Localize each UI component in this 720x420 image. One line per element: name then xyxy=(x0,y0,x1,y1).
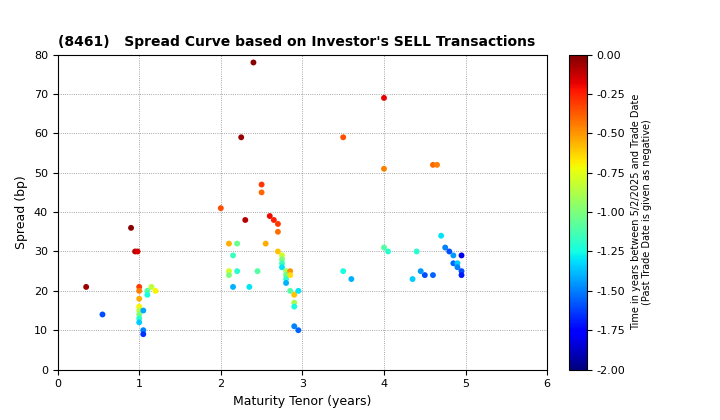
Point xyxy=(223,240,235,247)
Point xyxy=(81,284,92,290)
Point xyxy=(436,232,447,239)
Point xyxy=(382,248,394,255)
Point xyxy=(448,252,459,259)
Point xyxy=(133,315,145,322)
Point xyxy=(284,272,296,278)
Point xyxy=(289,291,300,298)
Point xyxy=(133,287,145,294)
Point xyxy=(276,256,288,263)
Point xyxy=(338,134,349,141)
Point xyxy=(142,291,153,298)
Point xyxy=(378,244,390,251)
Point xyxy=(444,248,455,255)
Point xyxy=(456,252,467,259)
Point xyxy=(427,161,438,168)
Point xyxy=(133,295,145,302)
Point xyxy=(407,276,418,282)
Point xyxy=(256,181,267,188)
Y-axis label: Time in years between 5/2/2025 and Trade Date
(Past Trade Date is given as negat: Time in years between 5/2/2025 and Trade… xyxy=(631,94,652,330)
Point xyxy=(133,319,145,326)
Point xyxy=(289,299,300,306)
Point xyxy=(284,287,296,294)
Point xyxy=(142,287,153,294)
Point xyxy=(272,228,284,235)
Point xyxy=(276,264,288,270)
Point xyxy=(280,272,292,278)
Point xyxy=(292,327,304,333)
Point xyxy=(138,327,149,333)
Point xyxy=(130,248,141,255)
Point xyxy=(427,272,438,278)
Point xyxy=(256,189,267,196)
Point xyxy=(145,284,157,290)
Point xyxy=(276,260,288,267)
Point xyxy=(264,213,276,219)
X-axis label: Maturity Tenor (years): Maturity Tenor (years) xyxy=(233,395,372,408)
Point xyxy=(280,280,292,286)
Y-axis label: Spread (bp): Spread (bp) xyxy=(15,175,28,249)
Point xyxy=(456,268,467,275)
Point xyxy=(451,264,463,270)
Point xyxy=(248,59,259,66)
Point xyxy=(289,303,300,310)
Point xyxy=(125,224,137,231)
Point xyxy=(133,311,145,318)
Point xyxy=(338,268,349,275)
Point xyxy=(419,272,431,278)
Point xyxy=(272,248,284,255)
Point xyxy=(280,268,292,275)
Point xyxy=(96,311,108,318)
Point xyxy=(276,252,288,259)
Point xyxy=(415,268,426,275)
Point xyxy=(228,284,239,290)
Point xyxy=(378,94,390,101)
Point xyxy=(150,287,161,294)
Point xyxy=(223,268,235,275)
Point xyxy=(431,161,443,168)
Point xyxy=(448,260,459,267)
Point xyxy=(231,268,243,275)
Point xyxy=(243,284,255,290)
Point xyxy=(223,272,235,278)
Text: (8461)   Spread Curve based on Investor's SELL Transactions: (8461) Spread Curve based on Investor's … xyxy=(58,35,535,49)
Point xyxy=(284,268,296,275)
Point xyxy=(138,331,149,338)
Point xyxy=(451,260,463,267)
Point xyxy=(133,303,145,310)
Point xyxy=(215,205,227,212)
Point xyxy=(260,240,271,247)
Point xyxy=(132,248,143,255)
Point xyxy=(268,217,279,223)
Point xyxy=(292,287,304,294)
Point xyxy=(272,220,284,227)
Point xyxy=(280,276,292,282)
Point xyxy=(138,307,149,314)
Point xyxy=(456,272,467,278)
Point xyxy=(133,307,145,314)
Point xyxy=(252,268,264,275)
Point xyxy=(289,323,300,330)
Point xyxy=(411,248,423,255)
Point xyxy=(346,276,357,282)
Point xyxy=(228,252,239,259)
Point xyxy=(378,165,390,172)
Point xyxy=(439,244,451,251)
Point xyxy=(235,134,247,141)
Point xyxy=(133,284,145,290)
Point xyxy=(231,240,243,247)
Point xyxy=(240,217,251,223)
